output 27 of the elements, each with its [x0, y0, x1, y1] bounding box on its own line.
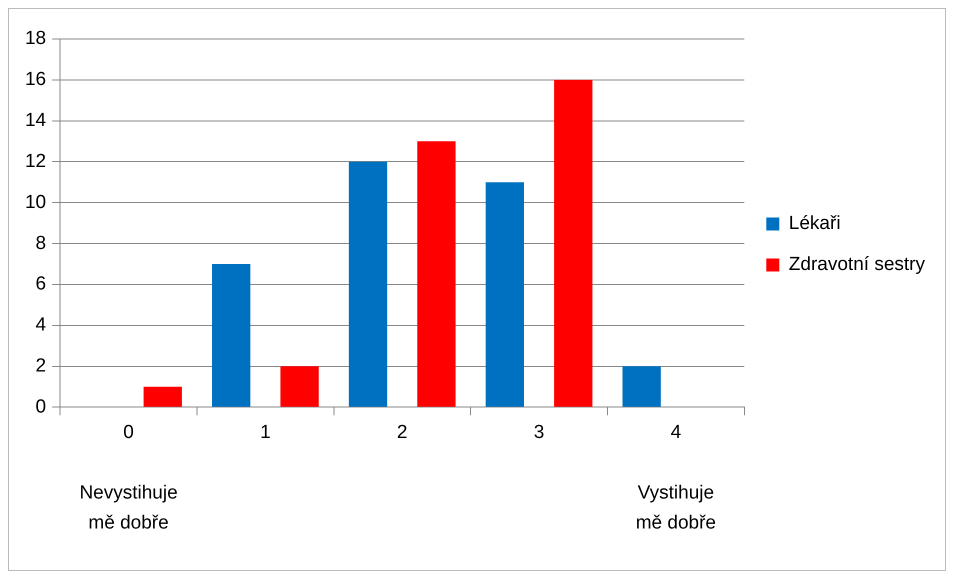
bar [622, 366, 661, 407]
y-tick-label: 16 [24, 69, 46, 90]
bar [280, 366, 319, 407]
bar [144, 386, 182, 407]
bar [212, 264, 250, 407]
bar [486, 182, 524, 407]
y-tick-label: 14 [24, 110, 47, 132]
bar [554, 80, 592, 407]
text: Nevystihuje mě dobře [79, 482, 178, 534]
x-tick-label: 1 [260, 422, 271, 443]
y-tick-label: 4 [36, 314, 47, 336]
y-tick-label: 2 [36, 356, 46, 377]
bar [348, 162, 388, 407]
bar [417, 141, 456, 407]
x-tick-label: 2 [396, 422, 408, 443]
text: Vystihuje mě dobře [636, 482, 716, 534]
x-tick-label: 0 [123, 422, 134, 443]
y-tick-label: 0 [36, 396, 46, 418]
x-tick-label: 4 [670, 422, 682, 443]
y-tick-label: 8 [36, 232, 46, 254]
y-tick-label: 6 [36, 274, 46, 295]
y-tick-label: 12 [24, 150, 46, 172]
legend-label: Zdravotní sestry [788, 254, 926, 276]
y-tick-label: 18 [24, 28, 46, 50]
x-tick-label: 3 [534, 422, 544, 443]
y-tick-label: 10 [24, 192, 46, 213]
legend-label: Lékaři [788, 213, 841, 234]
